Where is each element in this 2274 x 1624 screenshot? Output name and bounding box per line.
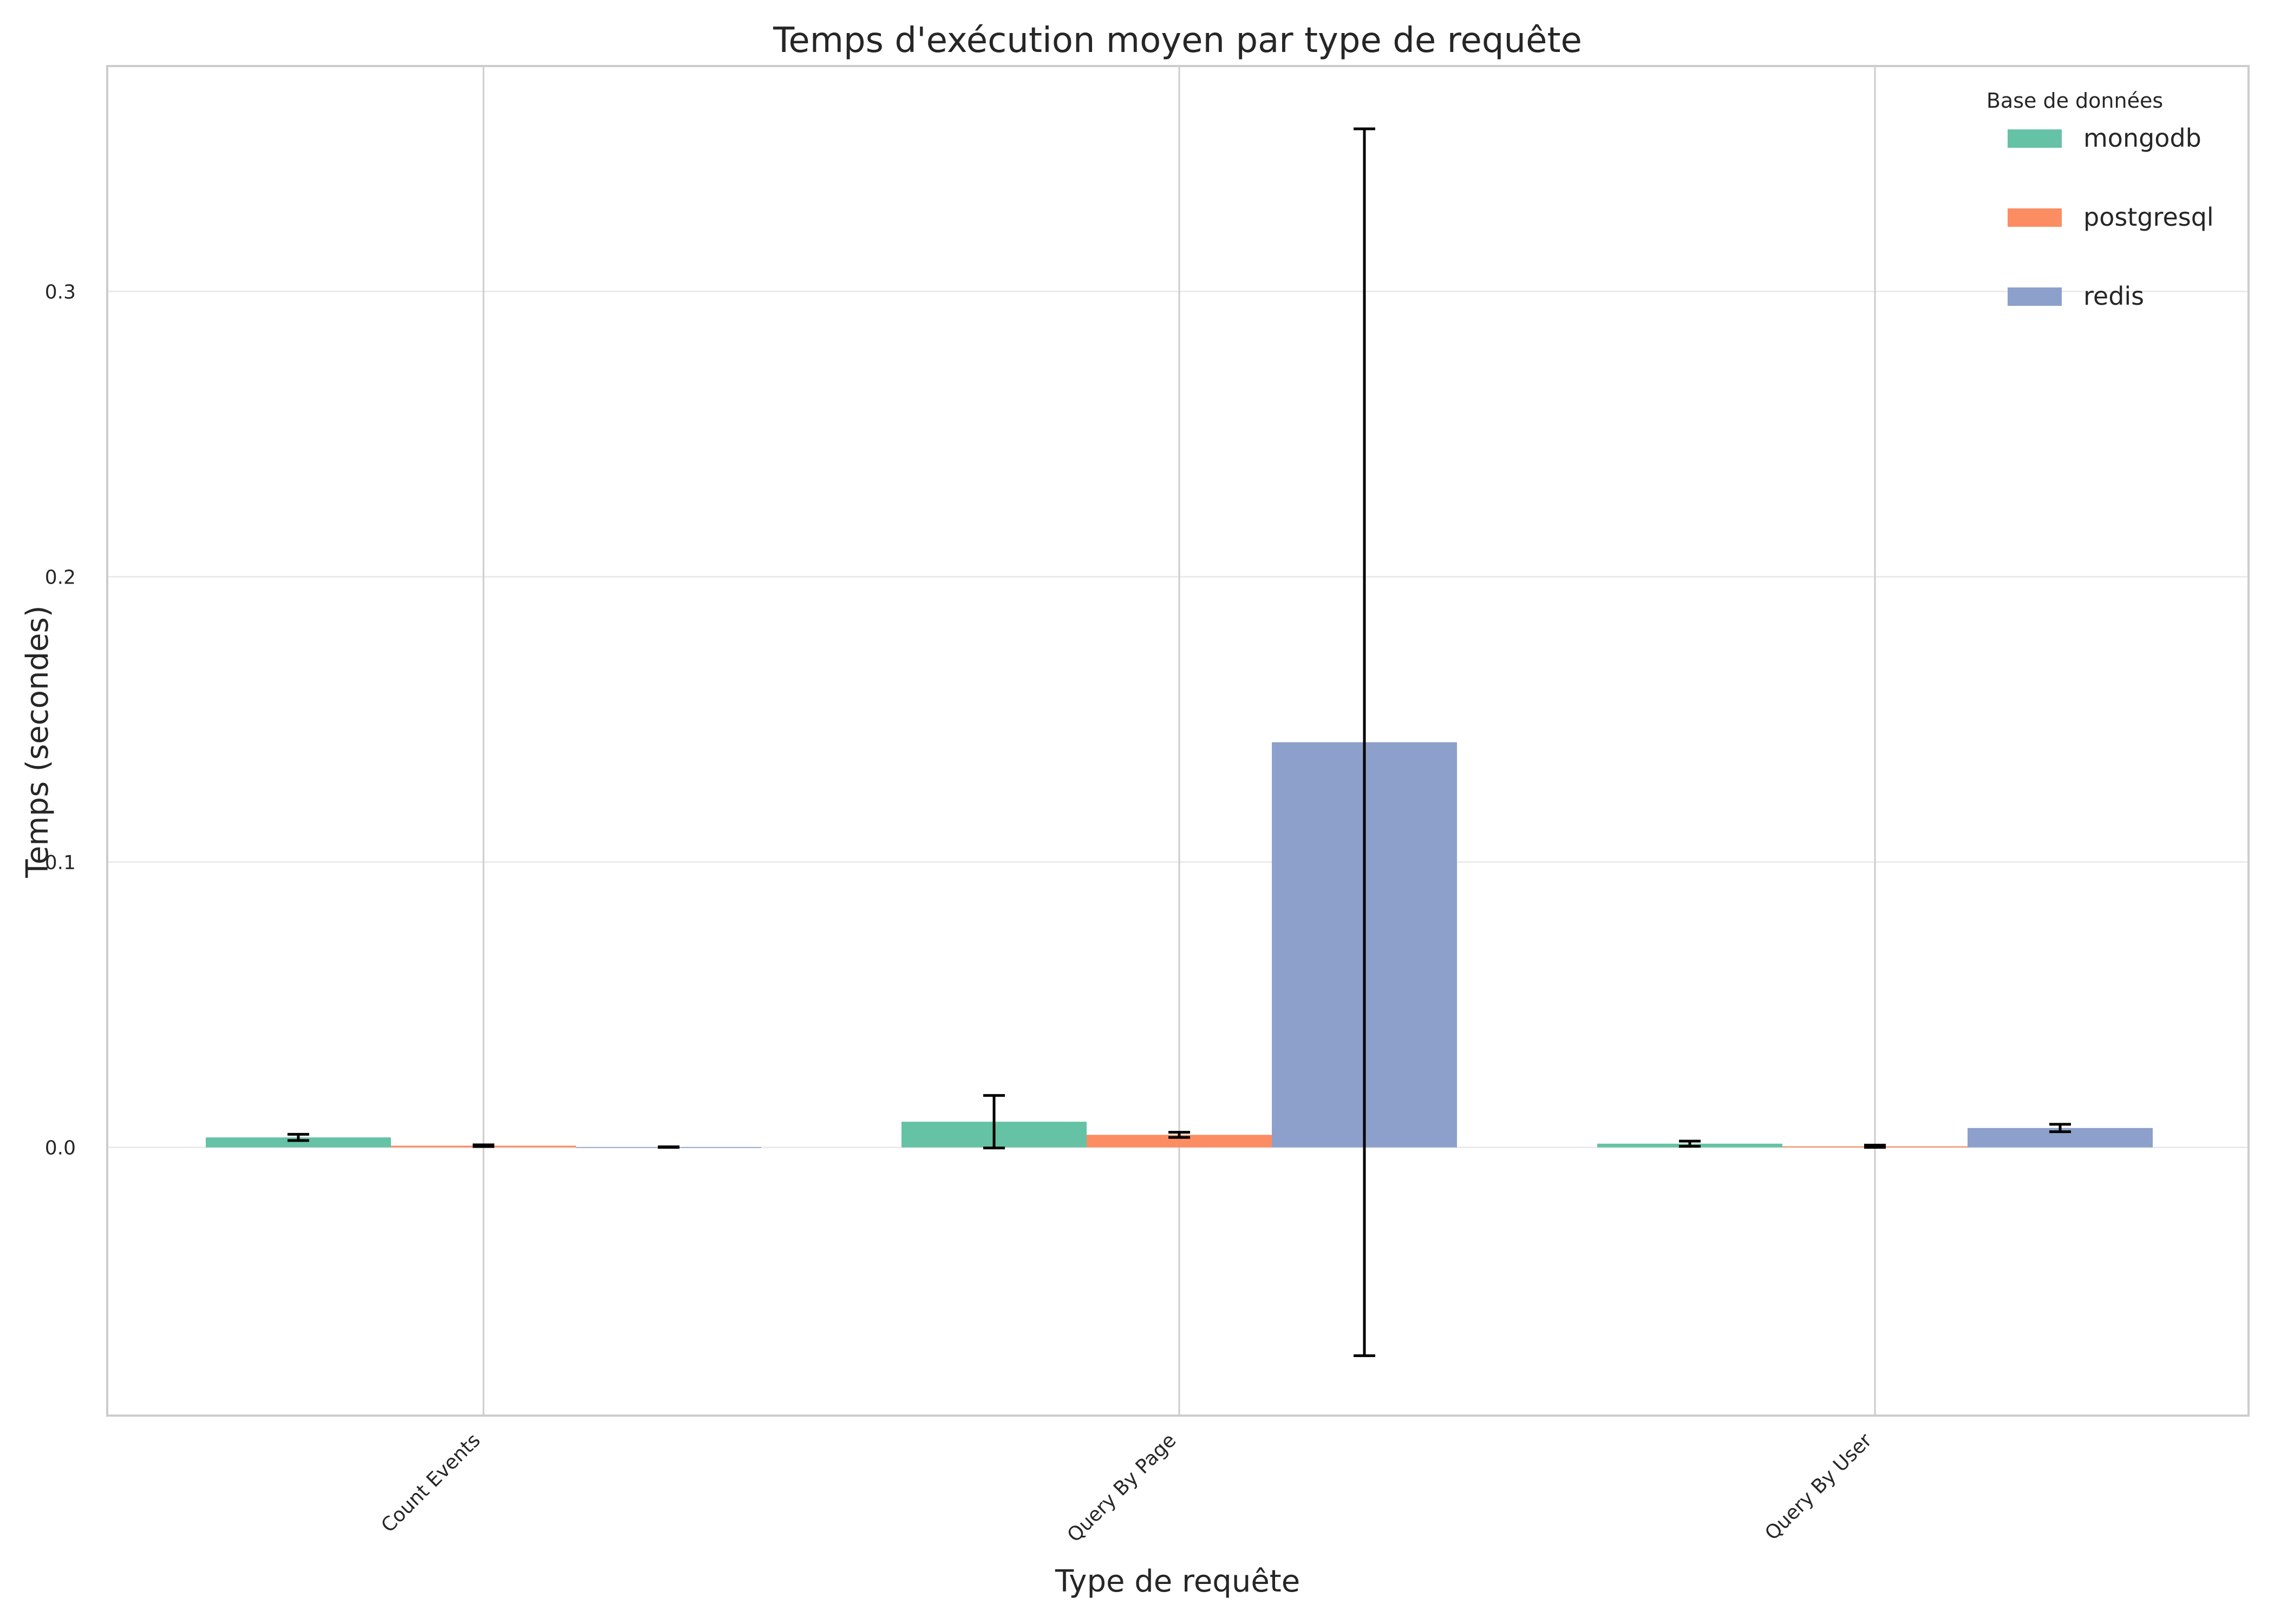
y-axis-title: Temps (secondes)	[20, 605, 55, 878]
plot-frame	[106, 65, 2250, 1417]
legend-label-postgresql: postgresql	[2083, 202, 2214, 232]
bar-mongodb	[206, 1137, 391, 1148]
legend-title: Base de données	[1987, 89, 2163, 113]
legend: Base de données mongodb postgresql redis	[1987, 89, 2214, 311]
y-tick-label: 0.0	[45, 1137, 76, 1160]
y-tick-label: 0.2	[45, 566, 76, 588]
legend-swatch-redis	[2008, 287, 2062, 306]
x-axis-title: Type de requête	[1055, 1564, 1300, 1599]
legend-swatch-mongodb	[2008, 129, 2062, 148]
error-bar-layer	[287, 127, 2071, 1357]
y-tick-label: 0.1	[45, 852, 76, 874]
legend-swatch-postgresql	[2008, 208, 2062, 227]
chart-title: Temps d'exécution moyen par type de requ…	[773, 21, 1582, 61]
legend-label-redis: redis	[2083, 281, 2144, 311]
y-tick-label: 0.3	[45, 281, 76, 303]
bar-postgresql	[1087, 1135, 1272, 1148]
legend-label-mongodb: mongodb	[2083, 123, 2201, 153]
